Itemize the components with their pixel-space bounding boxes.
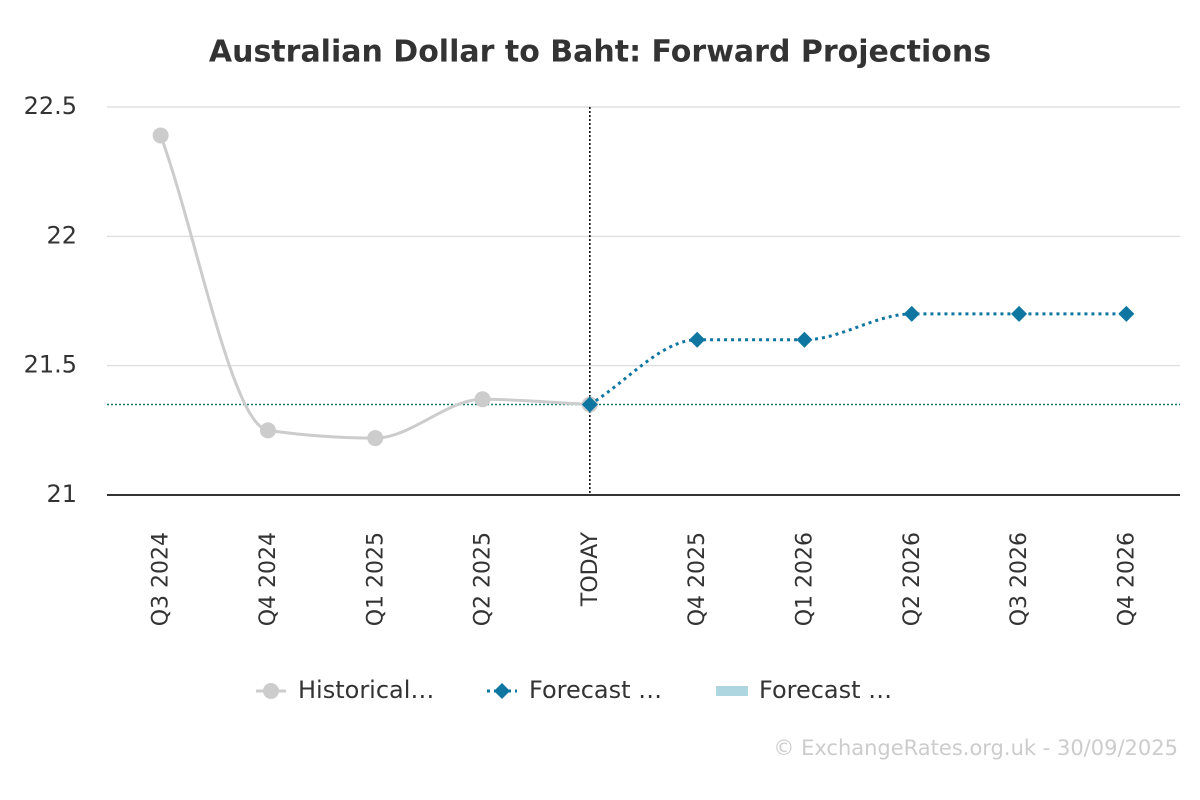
chart-title: Australian Dollar to Baht: Forward Proje… xyxy=(209,35,991,70)
x-tick-label: TODAY xyxy=(578,531,603,607)
y-tick-label: 22.5 xyxy=(24,92,77,120)
series-line xyxy=(159,134,590,440)
x-tick-label: Q1 2025 xyxy=(363,532,388,626)
x-tick-label: Q4 2025 xyxy=(685,532,710,626)
point xyxy=(1011,305,1028,322)
x-tick-label: Q4 2024 xyxy=(256,532,281,626)
legend-marker xyxy=(263,683,279,699)
legend-swatch xyxy=(716,686,748,696)
x-tick-label: Q4 2026 xyxy=(1114,532,1139,626)
x-tick-label: Q1 2026 xyxy=(792,532,817,626)
legend-label: Historical… xyxy=(298,676,434,704)
point xyxy=(1118,305,1135,322)
legend-label: Forecast … xyxy=(529,676,662,704)
point xyxy=(152,127,169,144)
legend-marker xyxy=(494,683,510,699)
credit: © ExchangeRates.org.uk - 30/09/2025 xyxy=(773,736,1178,760)
series-line xyxy=(589,312,1127,406)
point xyxy=(474,391,491,408)
point xyxy=(796,331,813,348)
point xyxy=(367,430,384,447)
legend-label: Forecast … xyxy=(759,676,892,704)
y-tick-label: 21 xyxy=(46,480,77,508)
x-tick-label: Q3 2026 xyxy=(1007,532,1032,626)
x-tick-label: Q2 2026 xyxy=(900,532,925,626)
y-tick-label: 22 xyxy=(46,221,77,249)
point xyxy=(259,422,276,439)
point xyxy=(689,331,706,348)
y-tick-label: 21.5 xyxy=(24,351,77,379)
point xyxy=(903,305,920,322)
point xyxy=(581,396,598,413)
x-tick-label: Q3 2024 xyxy=(149,532,174,626)
x-tick-label: Q2 2025 xyxy=(471,532,496,626)
